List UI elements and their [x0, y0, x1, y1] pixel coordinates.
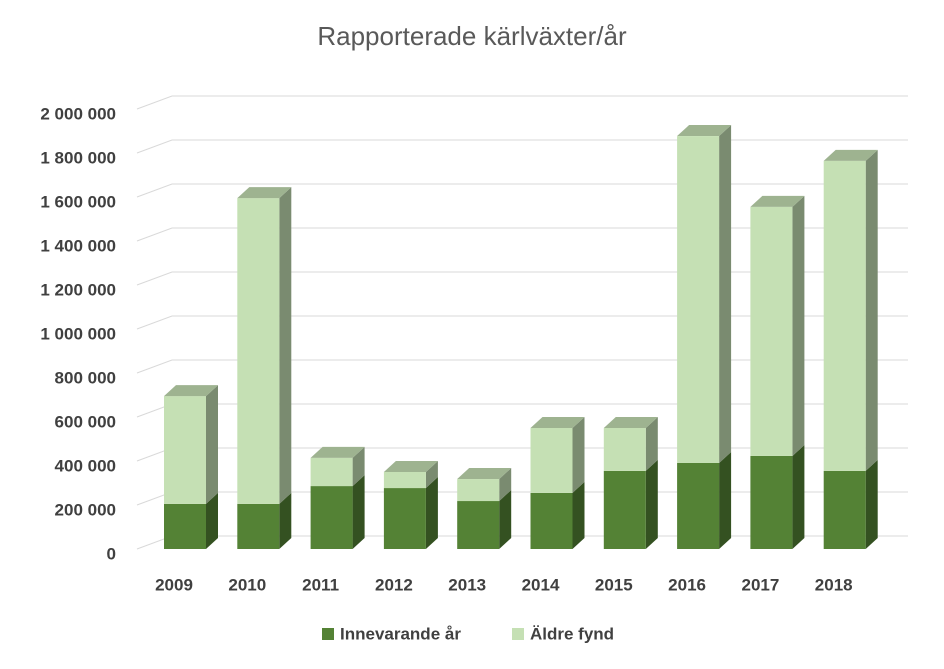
x-tick-label: 2009: [155, 575, 193, 594]
bar-side: [572, 481, 585, 549]
bar: [677, 136, 720, 463]
bar-side: [865, 459, 878, 549]
bar: [383, 488, 426, 549]
grid-line: [136, 95, 908, 110]
bar-top: [677, 125, 732, 137]
bar-top: [237, 187, 292, 199]
x-tick-label: 2013: [448, 575, 486, 594]
bar: [457, 479, 500, 502]
y-tick-label: 0: [107, 544, 116, 563]
bar-side: [279, 492, 292, 549]
bar-side: [719, 451, 732, 549]
x-tick-label: 2010: [228, 575, 266, 594]
y-tick-label: 1 800 000: [40, 148, 116, 167]
bar: [237, 198, 280, 504]
bar-side: [865, 149, 878, 471]
y-tick-label: 1 600 000: [40, 192, 116, 211]
bar: [750, 455, 793, 549]
bar: [383, 472, 426, 489]
bar-side: [206, 492, 218, 549]
bar: [457, 501, 500, 549]
grid-line: [136, 359, 908, 374]
bar: [530, 428, 573, 493]
bar: [310, 457, 353, 487]
x-tick-label: 2017: [741, 575, 779, 594]
legend-swatch: [322, 628, 334, 640]
bar-side: [499, 490, 512, 549]
x-tick-label: 2018: [815, 575, 853, 594]
grid-line: [136, 227, 908, 242]
y-tick-label: 800 000: [55, 368, 116, 387]
bar-top: [310, 446, 365, 458]
y-tick-label: 1 200 000: [40, 280, 116, 299]
x-tick-label: 2014: [522, 575, 560, 594]
bar: [750, 206, 793, 456]
bar: [237, 503, 280, 549]
bar-side: [645, 459, 658, 549]
bar-side: [352, 446, 365, 487]
bar: [603, 428, 646, 471]
bar-top: [457, 468, 512, 480]
x-tick-label: 2015: [595, 575, 633, 594]
legend-swatch: [512, 628, 524, 640]
grid-line: [136, 183, 908, 198]
x-tick-label: 2011: [302, 575, 339, 594]
bar: [677, 462, 720, 549]
bar-side: [425, 477, 438, 549]
chart-title: Rapporterade kärlväxter/år: [317, 21, 627, 51]
y-tick-label: 400 000: [55, 456, 116, 475]
bar-side: [425, 461, 438, 489]
bar-side: [572, 417, 585, 493]
bar-side: [719, 125, 732, 463]
x-tick-label: 2012: [375, 575, 413, 594]
y-tick-label: 1 400 000: [40, 236, 116, 255]
grid-line: [136, 271, 908, 286]
bar-top: [530, 417, 585, 428]
bar-top: [603, 417, 658, 428]
bar-side: [792, 444, 805, 549]
bar-side: [792, 195, 805, 456]
bar: [530, 492, 573, 549]
bar-side: [279, 187, 292, 504]
bar-top: [750, 195, 805, 207]
bar: [310, 486, 353, 549]
bar: [603, 470, 646, 549]
bar: [164, 396, 206, 504]
bar-side: [206, 385, 218, 504]
legend-label: Äldre fynd: [530, 624, 614, 643]
bar: [823, 160, 866, 471]
grid-line: [136, 139, 908, 154]
bar-top: [383, 461, 438, 472]
grid-line: [136, 315, 908, 330]
bar-top: [823, 149, 878, 161]
y-tick-label: 600 000: [55, 412, 116, 431]
x-tick-label: 2016: [668, 575, 706, 594]
bar: [164, 503, 206, 549]
bar-top: [164, 385, 218, 397]
bar-side: [645, 417, 658, 471]
legend-label: Innevarande år: [340, 624, 461, 643]
y-tick-label: 1 000 000: [40, 324, 116, 343]
bar-side: [352, 475, 365, 549]
y-tick-label: 2 000 000: [40, 104, 116, 123]
y-tick-label: 200 000: [55, 500, 116, 519]
bar: [823, 470, 866, 549]
